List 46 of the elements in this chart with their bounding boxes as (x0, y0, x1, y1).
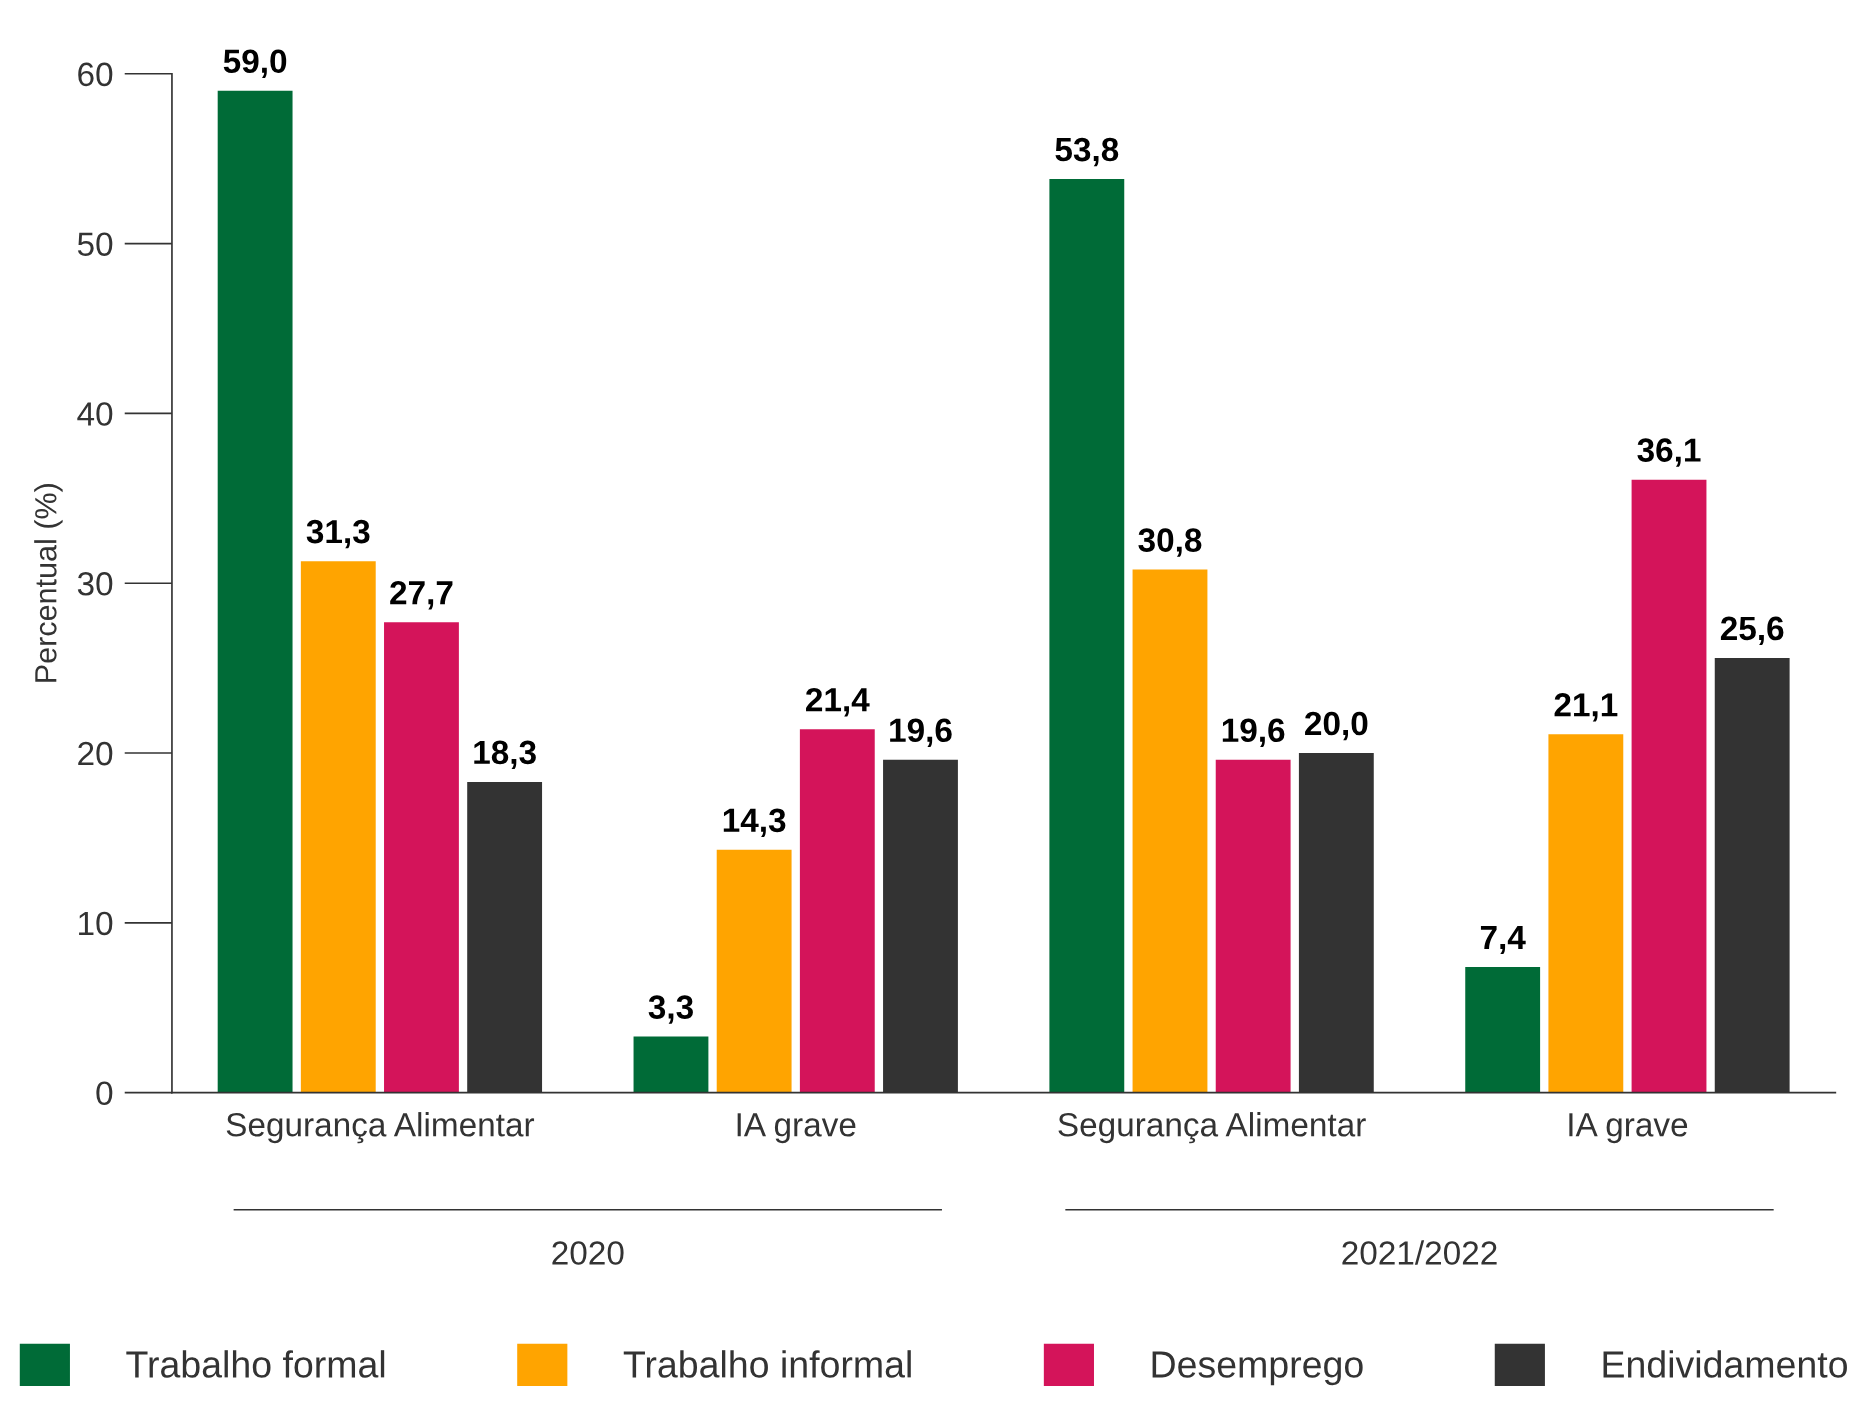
y-tick-label: 50 (77, 232, 113, 256)
data-label: 19,6 (890, 718, 952, 747)
bar (633, 1036, 709, 1093)
y-tick-label: 10 (79, 911, 113, 936)
data-label: 36,1 (1637, 438, 1701, 467)
data-label: 21,1 (1554, 693, 1618, 722)
data-label: 20,0 (1305, 711, 1368, 741)
data-label: 25,6 (1720, 616, 1784, 646)
bar (1548, 734, 1624, 1093)
x-tick-label: IA grave (737, 1113, 856, 1144)
data-label: 59,0 (223, 49, 287, 78)
legend-label: Trabalho informal (623, 1350, 911, 1378)
x-tick-label: Segurança Alimentar (1058, 1112, 1366, 1144)
data-label: 19,6 (1222, 718, 1285, 747)
bar (384, 622, 459, 1093)
bar (1215, 759, 1291, 1093)
data-label: 31,3 (306, 519, 370, 549)
bar (217, 90, 293, 1093)
legend-label: Desemprego (1152, 1351, 1363, 1386)
y-tick-label: 30 (77, 572, 113, 596)
bar (1465, 966, 1541, 1093)
bar (300, 561, 376, 1093)
y-tick-label: 0 (96, 1081, 113, 1106)
y-axis-title: Percentual (%) (34, 484, 63, 682)
legend-label: Trabalho formal (126, 1350, 385, 1378)
y-tick-label: 20 (78, 741, 113, 766)
legend-label: Endividamento (1603, 1350, 1847, 1378)
data-label: 53,8 (1055, 137, 1119, 167)
bar (1049, 179, 1125, 1093)
data-label: 30,8 (1138, 528, 1202, 557)
bar (799, 729, 875, 1093)
y-tick-label: 40 (77, 402, 113, 426)
text: 2021/2022 (1342, 1240, 1497, 1265)
data-label: 3,3 (648, 995, 693, 1024)
data-label: 14,3 (723, 808, 786, 837)
data-label: 21,4 (806, 687, 870, 717)
data-label: 18,3 (474, 740, 536, 770)
bar (716, 849, 792, 1093)
data-label: 7,4 (1480, 926, 1526, 955)
x-tick-label: IA grave (1569, 1113, 1688, 1144)
bar (1631, 479, 1707, 1093)
x-tick-label: Segurança Alimentar (226, 1112, 535, 1144)
bar (1132, 569, 1208, 1093)
text: 2020 (552, 1241, 624, 1265)
y-tick-label: 60 (78, 62, 113, 87)
data-label: 27,7 (390, 580, 453, 610)
